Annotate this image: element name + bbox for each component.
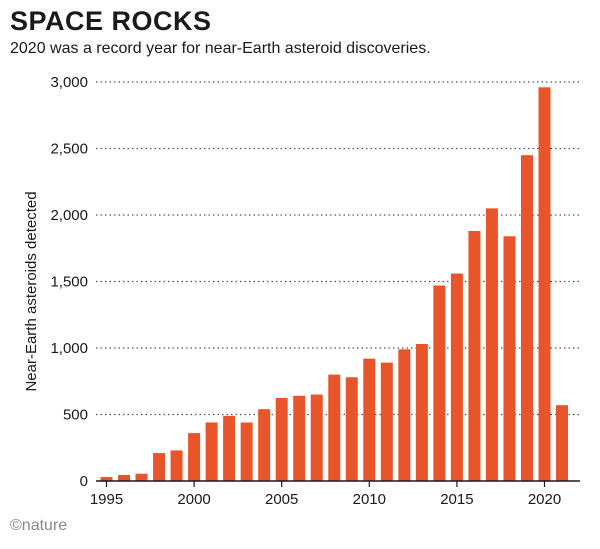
x-tick-label: 2015	[440, 491, 473, 508]
bar-2014	[433, 285, 446, 481]
y-axis-ticks: 0 500 1,000 1,500 2,000 2,500 3,000	[50, 74, 88, 490]
y-axis-title: Near-Earth asteroids detected	[23, 191, 40, 391]
y-tick-label: 3,000	[50, 74, 88, 91]
bar-2011	[380, 362, 393, 481]
x-axis-ticks: 1995 2000 2005 2010 2015 2020	[90, 481, 561, 508]
bar-2018	[503, 236, 516, 481]
bar-1996	[118, 475, 131, 481]
bar-1998	[153, 453, 166, 481]
y-tick-label: 2,000	[50, 207, 88, 224]
chart-title: SPACE ROCKS	[10, 6, 212, 36]
bar-2007	[310, 394, 323, 481]
bar-2004	[258, 409, 271, 481]
bar-2012	[398, 349, 411, 481]
x-tick-label: 1995	[90, 491, 123, 508]
y-tick-label: 1,500	[50, 274, 88, 291]
bars	[100, 87, 569, 481]
bar-2009	[345, 377, 358, 481]
y-tick-label: 500	[63, 407, 88, 424]
bar-2017	[485, 208, 498, 481]
bar-2003	[240, 422, 253, 481]
bar-2001	[205, 422, 218, 481]
x-tick-label: 2010	[353, 491, 386, 508]
x-tick-label: 2020	[528, 491, 561, 508]
y-tick-label: 0	[80, 473, 88, 490]
bar-2016	[468, 230, 481, 481]
bar-2002	[223, 415, 236, 481]
bar-2021	[556, 405, 569, 481]
bar-2015	[450, 273, 463, 481]
bar-1999	[170, 450, 183, 481]
y-tick-label: 1,000	[50, 340, 88, 357]
y-tick-label: 2,500	[50, 141, 88, 158]
bar-1995	[100, 477, 113, 481]
bar-2019	[520, 155, 533, 481]
bar-2005	[275, 397, 288, 481]
bar-2006	[293, 395, 306, 481]
nature-credit: ©nature	[10, 517, 68, 534]
bar-1997	[135, 473, 148, 481]
bar-2000	[188, 433, 201, 481]
x-tick-label: 2005	[265, 491, 298, 508]
bar-2008	[328, 374, 341, 481]
bar-2013	[415, 344, 428, 481]
x-tick-label: 2000	[177, 491, 210, 508]
bar-2010	[363, 358, 376, 481]
chart-subtitle: 2020 was a record year for near-Earth as…	[10, 40, 431, 57]
bar-2020	[538, 87, 551, 481]
